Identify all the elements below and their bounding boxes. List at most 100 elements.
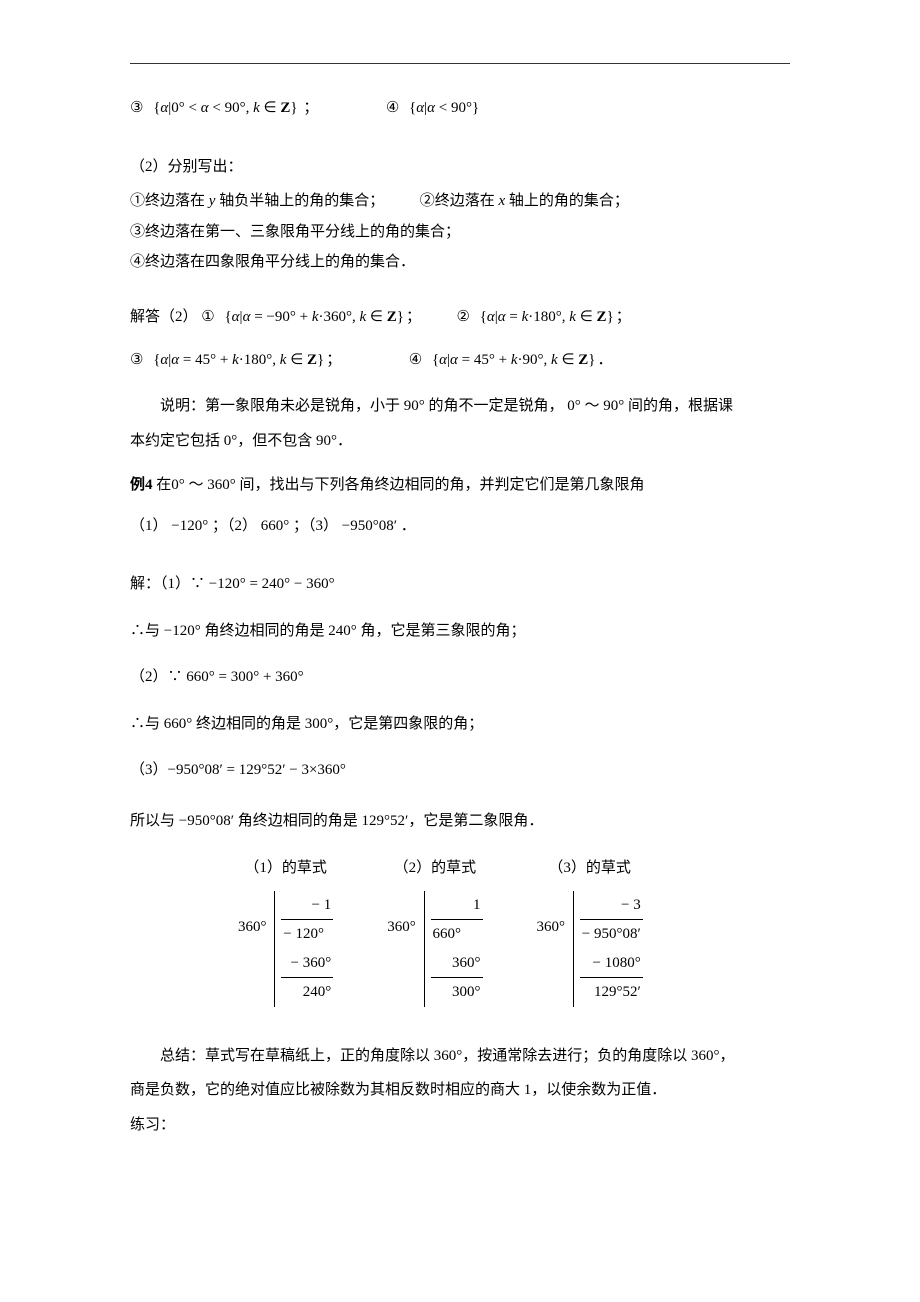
- part2-line4: ④终边落在四象限角平分线上的角的集合．: [130, 248, 790, 277]
- sol-eq2: 660° = 300° + 360°: [186, 669, 303, 685]
- calc2: 360° 1 660° 360° 300°: [387, 891, 482, 1007]
- c1-div: 360°: [238, 891, 267, 942]
- sum-c: ，: [720, 1048, 735, 1064]
- s2va: 660°: [164, 716, 193, 732]
- ans2-s1: {α|α = −90° + k·360°, k ∈ Z}: [224, 303, 404, 332]
- ex4-l3: ；（3）: [293, 518, 338, 534]
- ans2-n3: ③: [130, 346, 143, 375]
- summary-p3: 练习：: [130, 1111, 790, 1140]
- s3va: −950°08′: [179, 813, 234, 829]
- p2-i1b: 轴负半轴上的角的集合；: [215, 193, 384, 209]
- ans2-s4: {α|α = 45° + k·90°, k ∈ Z}: [432, 346, 596, 375]
- p2-i2a: ②终边落在: [420, 193, 499, 209]
- draft-table: （1）的草式 （2）的草式 （3）的草式 360° − 1 − 120° − 3…: [185, 853, 696, 1008]
- s3c: ，它是第二象限角．: [408, 813, 543, 829]
- s1b: 角终边相同的角是: [201, 623, 329, 639]
- part2-head: （2）分别写出：: [130, 153, 790, 182]
- sol-h3: （3）: [130, 762, 168, 778]
- note-v2: 0° ～ 90°: [567, 398, 624, 414]
- sum-a: 总结：草式写在草稿纸上，正的角度除以: [160, 1048, 434, 1064]
- note-f: ．: [337, 433, 352, 449]
- ans2-s3: {α|α = 45° + k·180°, k ∈ Z}: [153, 346, 324, 375]
- ex4-ha: 例4: [130, 477, 156, 493]
- note-a: 说明：第一象限角未必是锐角，小于: [160, 398, 404, 414]
- part2-line3: ③终边落在第一、三象限角平分线上的角的集合；: [130, 218, 790, 247]
- ex4-list: （1） −120° ；（2） 660° ；（3） −950°08′ ．: [130, 512, 790, 541]
- s1va: −120°: [164, 623, 201, 639]
- note-p1: 说明：第一象限角未必是锐角，小于 90° 的角不一定是锐角， 0° ～ 90° …: [130, 392, 790, 421]
- c2-div: 360°: [387, 891, 416, 942]
- sets-line-34: ③ {α|0° < α < 90°, k ∈ Z} ； ④ {α|α < 90°…: [130, 94, 790, 123]
- sol-3: （3）−950°08′ = 129°52′ − 3×360°: [130, 756, 790, 785]
- summary-p1: 总结：草式写在草稿纸上，正的角度除以 360°，按通常除去进行；负的角度除以 3…: [130, 1042, 790, 1071]
- s2a: ∴与: [130, 716, 164, 732]
- sol-h: 解：（1）∵: [130, 576, 209, 592]
- c1-d: − 120°: [281, 920, 333, 949]
- s3a: 所以与: [130, 813, 179, 829]
- ex4-l2: ；（2）: [212, 518, 257, 534]
- c1-s: − 360°: [281, 949, 333, 979]
- calc-h2: （2）的草式: [386, 853, 483, 884]
- ex4-head: 例4 在0° ～ 360° 间，找出与下列各角终边相同的角，并判定它们是第几象限…: [130, 471, 790, 500]
- c3-s: − 1080°: [580, 949, 643, 979]
- ex4-a1: −120°: [171, 518, 208, 534]
- sol-1c: ∴与 −120° 角终边相同的角是 240° 角，它是第三象限的角；: [130, 617, 790, 646]
- ans2-line1: 解答（2） ① {α|α = −90° + k·360°, k ∈ Z} ； ②…: [130, 303, 790, 332]
- s3b: 角终边相同的角是: [234, 813, 362, 829]
- ex4-l4: ．: [401, 518, 416, 534]
- p2-i2b: 轴上的角的集合；: [505, 193, 629, 209]
- label-3: ③: [130, 94, 143, 123]
- set-4: {α|α < 90°}: [409, 94, 479, 123]
- calc-h3: （3）的草式: [536, 853, 644, 884]
- sol-h2: （2）∵: [130, 669, 186, 685]
- label-4: ④: [386, 94, 399, 123]
- sum-v2: 360°: [691, 1048, 720, 1064]
- note-e: ，但不包含: [237, 433, 316, 449]
- c3-q: − 3: [580, 891, 643, 921]
- c2-s: 360°: [431, 949, 483, 979]
- ans2-n1: ①: [201, 303, 214, 332]
- summary-p2: 商是负数，它的绝对值应比被除数为其相反数时相应的商大 1，以使余数为正值．: [130, 1076, 790, 1105]
- note-v3: 0°: [224, 433, 238, 449]
- part2-line1: ①终边落在 y 轴负半轴上的角的集合； ②终边落在 x 轴上的角的集合；: [130, 187, 790, 216]
- note-b: 的角不一定是锐角，: [425, 398, 568, 414]
- sol-eq1: −120° = 240° − 360°: [209, 576, 335, 592]
- ex4-a2: 660°: [261, 518, 290, 534]
- sol-eq3: −950°08′ = 129°52′ − 3×360°: [168, 762, 346, 778]
- ex4-hc: 间，找出与下列各角终边相同的角，并判定它们是第几象限角: [236, 477, 645, 493]
- calc3: 360° − 3 − 950°08′ − 1080° 129°52′: [537, 891, 643, 1007]
- ans2-s2: {α|α = k·180°, k ∈ Z}: [480, 303, 614, 332]
- s2b: 终边相同的角是: [192, 716, 305, 732]
- c3-d: − 950°08′: [580, 920, 643, 949]
- c2-r: 300°: [431, 978, 483, 1007]
- sum-v1: 360°: [434, 1048, 463, 1064]
- ex4-range: 0° ～ 360°: [171, 477, 236, 493]
- c2-q: 1: [431, 891, 483, 921]
- sol-1: 解：（1）∵ −120° = 240° − 360°: [130, 570, 790, 599]
- ans2-head: 解答（2）: [130, 309, 198, 325]
- top-rule: [130, 63, 790, 64]
- note-p2: 本约定它包括 0°，但不包含 90°．: [130, 427, 790, 456]
- s3vb: 129°52′: [362, 813, 409, 829]
- note-d: 本约定它包括: [130, 433, 224, 449]
- sol-2: （2）∵ 660° = 300° + 360°: [130, 663, 790, 692]
- s2vb: 300°: [305, 716, 334, 732]
- sum-b: ，按通常除去进行；负的角度除以: [462, 1048, 691, 1064]
- sol-3c: 所以与 −950°08′ 角终边相同的角是 129°52′，它是第二象限角．: [130, 807, 790, 836]
- note-v1: 90°: [404, 398, 425, 414]
- note-c: 间的角，根据课: [624, 398, 733, 414]
- s2c: ，它是第四象限的角；: [333, 716, 483, 732]
- p2-i1a: ①终边落在: [130, 193, 209, 209]
- note-v4: 90°: [316, 433, 337, 449]
- ex4-a3: −950°08′: [342, 518, 397, 534]
- calc-h1: （1）的草式: [237, 853, 334, 884]
- c1-q: − 1: [281, 891, 333, 921]
- ex4-hb: 在: [156, 477, 171, 493]
- c1-r: 240°: [281, 978, 333, 1007]
- s1vb: 240°: [328, 623, 357, 639]
- calc1: 360° − 1 − 120° − 360° 240°: [238, 891, 333, 1007]
- c3-r: 129°52′: [580, 978, 643, 1007]
- s1a: ∴与: [130, 623, 164, 639]
- ex4-l1: （1）: [130, 518, 168, 534]
- c2-d: 660°: [431, 920, 483, 949]
